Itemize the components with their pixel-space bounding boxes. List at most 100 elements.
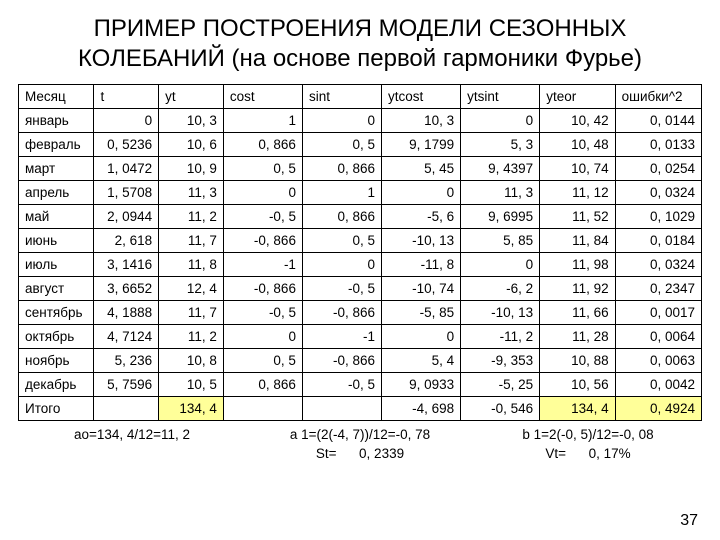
totals-cell — [302, 397, 381, 421]
table-cell: 0, 1029 — [615, 205, 701, 229]
table-cell: 10, 88 — [540, 349, 615, 373]
table-cell: 12, 4 — [159, 277, 224, 301]
table-cell: 5, 45 — [382, 157, 461, 181]
table-cell: -10, 13 — [461, 301, 540, 325]
formula-b1: b 1=2(-0, 5)/12=-0, 08 — [474, 427, 702, 442]
table-cell: 0, 0133 — [615, 133, 701, 157]
table-cell: 0, 5 — [302, 133, 381, 157]
table-cell: 0, 866 — [223, 373, 302, 397]
totals-cell — [94, 397, 159, 421]
table-cell: 0, 5 — [223, 349, 302, 373]
col-header: yt — [159, 85, 224, 109]
table-cell: 11, 3 — [461, 181, 540, 205]
totals-cell: Итого — [19, 397, 94, 421]
table-cell: 11, 84 — [540, 229, 615, 253]
table-cell: август — [19, 277, 94, 301]
table-cell: 4, 1888 — [94, 301, 159, 325]
table-row: июнь2, 61811, 7-0, 8660, 5-10, 135, 8511… — [19, 229, 702, 253]
table-cell: 5, 7596 — [94, 373, 159, 397]
table-cell: 5, 3 — [461, 133, 540, 157]
col-header: sint — [302, 85, 381, 109]
table-cell: -11, 2 — [461, 325, 540, 349]
table-cell: 11, 2 — [159, 325, 224, 349]
table-cell: 11, 52 — [540, 205, 615, 229]
table-cell: 11, 28 — [540, 325, 615, 349]
table-cell: 9, 4397 — [461, 157, 540, 181]
table-cell: 0 — [302, 253, 381, 277]
table-cell: 1 — [223, 109, 302, 133]
table-cell: -0, 866 — [223, 277, 302, 301]
table-cell: 0, 0324 — [615, 253, 701, 277]
table-cell: 0, 0063 — [615, 349, 701, 373]
table-cell: 0, 0042 — [615, 373, 701, 397]
st-value: 0, 2339 — [359, 446, 404, 461]
table-row: май2, 094411, 2-0, 50, 866-5, 69, 699511… — [19, 205, 702, 229]
vt-label: Vt= — [545, 446, 566, 461]
table-cell: -0, 5 — [223, 205, 302, 229]
table-cell: декабрь — [19, 373, 94, 397]
col-header: Месяц — [19, 85, 94, 109]
table-cell: 11, 92 — [540, 277, 615, 301]
table-cell: 10, 3 — [382, 109, 461, 133]
totals-cell: 134, 4 — [159, 397, 224, 421]
table-cell: 5, 85 — [461, 229, 540, 253]
table-cell: октябрь — [19, 325, 94, 349]
table-cell: -6, 2 — [461, 277, 540, 301]
table-cell: -11, 8 — [382, 253, 461, 277]
table-cell: 10, 74 — [540, 157, 615, 181]
table-cell: -9, 353 — [461, 349, 540, 373]
table-cell: 3, 6652 — [94, 277, 159, 301]
table-cell: 0, 866 — [223, 133, 302, 157]
table-cell: -5, 85 — [382, 301, 461, 325]
totals-cell: -4, 698 — [382, 397, 461, 421]
table-row: март1, 047210, 90, 50, 8665, 459, 439710… — [19, 157, 702, 181]
table-cell: 0 — [382, 181, 461, 205]
table-cell: 11, 12 — [540, 181, 615, 205]
table-cell: 11, 7 — [159, 301, 224, 325]
totals-cell: 0, 4924 — [615, 397, 701, 421]
table-cell: май — [19, 205, 94, 229]
table-cell: 10, 56 — [540, 373, 615, 397]
table-header-row: Месяцtytcostsintytcostytsintyteorошибки^… — [19, 85, 702, 109]
table-cell: -1 — [302, 325, 381, 349]
table-cell: -0, 5 — [302, 373, 381, 397]
table-row: сентябрь4, 188811, 7-0, 5-0, 866-5, 85-1… — [19, 301, 702, 325]
table-cell: 2, 618 — [94, 229, 159, 253]
totals-cell: 134, 4 — [540, 397, 615, 421]
table-cell: 11, 66 — [540, 301, 615, 325]
table-cell: 9, 6995 — [461, 205, 540, 229]
table-cell: 0, 0324 — [615, 181, 701, 205]
table-cell: апрель — [19, 181, 94, 205]
table-row: декабрь5, 759610, 50, 866-0, 59, 0933-5,… — [19, 373, 702, 397]
table-cell: январь — [19, 109, 94, 133]
table-cell: 10, 5 — [159, 373, 224, 397]
table-cell: 11, 2 — [159, 205, 224, 229]
table-cell: 10, 3 — [159, 109, 224, 133]
stat-vt: Vt= 0, 17% — [474, 446, 702, 461]
table-cell: сентябрь — [19, 301, 94, 325]
table-cell: 0, 5 — [223, 157, 302, 181]
table-cell: 0, 866 — [302, 205, 381, 229]
table-cell: 11, 7 — [159, 229, 224, 253]
totals-cell — [223, 397, 302, 421]
table-cell: -5, 6 — [382, 205, 461, 229]
stat-st: St= 0, 2339 — [246, 446, 474, 461]
table-cell: 0, 2347 — [615, 277, 701, 301]
vt-value: 0, 17% — [589, 446, 631, 461]
table-cell: 3, 1416 — [94, 253, 159, 277]
col-header: ytcost — [382, 85, 461, 109]
table-cell: 1 — [302, 181, 381, 205]
table-cell: 0, 0144 — [615, 109, 701, 133]
table-cell: -10, 13 — [382, 229, 461, 253]
col-header: cost — [223, 85, 302, 109]
table-cell: 5, 236 — [94, 349, 159, 373]
formula-a1: a 1=(2(-4, 7))/12=-0, 78 — [246, 427, 474, 442]
col-header: ошибки^2 — [615, 85, 701, 109]
table-cell: 1, 5708 — [94, 181, 159, 205]
table-row: апрель1, 570811, 301011, 311, 120, 0324 — [19, 181, 702, 205]
table-row: ноябрь5, 23610, 80, 5-0, 8665, 4-9, 3531… — [19, 349, 702, 373]
table-cell: 11, 8 — [159, 253, 224, 277]
page-title: ПРИМЕР ПОСТРОЕНИЯ МОДЕЛИ СЕЗОННЫХ КОЛЕБА… — [18, 14, 702, 74]
table-cell: июнь — [19, 229, 94, 253]
st-label: St= — [316, 446, 337, 461]
